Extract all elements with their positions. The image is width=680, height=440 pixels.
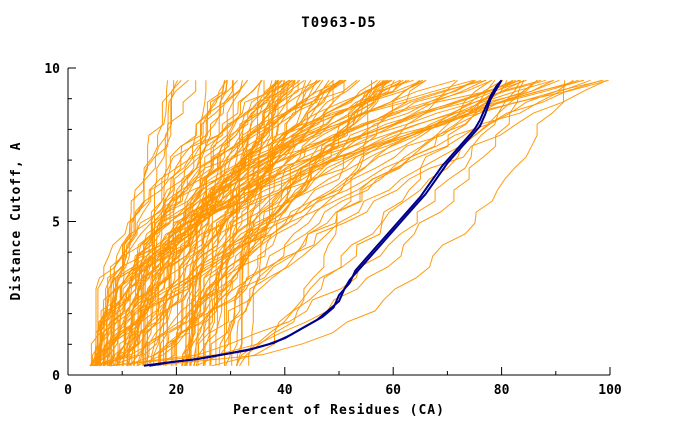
axes (67, 67, 611, 376)
model-line (172, 79, 347, 366)
model-line (108, 79, 516, 367)
x-tick-label: 60 (385, 383, 401, 398)
x-axis-label: Percent of Residues (CA) (233, 403, 445, 418)
model-line (235, 79, 496, 367)
tick-labels: 0 20 40 60 80 100 0 5 10 (44, 62, 622, 398)
model-line (109, 80, 522, 367)
model-line (180, 79, 427, 366)
model-line (99, 79, 423, 366)
model-line (97, 79, 609, 366)
model-line (127, 80, 233, 366)
model-line (225, 80, 324, 366)
model-line (235, 80, 262, 366)
highlighted-model-lines (143, 79, 503, 367)
model-line (231, 79, 458, 366)
model-line (113, 80, 225, 367)
model-line (98, 79, 482, 366)
y-axis-label: Distance Cutoff, A (9, 142, 24, 301)
model-line (158, 79, 607, 366)
model-line (209, 80, 273, 366)
model-line (111, 79, 423, 367)
x-tick-label: 40 (277, 383, 293, 398)
model-line (239, 79, 538, 367)
x-tick-label: 0 (64, 383, 72, 398)
y-tick-label: 0 (52, 369, 60, 384)
model-line (109, 80, 525, 367)
model-line (123, 79, 249, 366)
model-line (144, 80, 330, 366)
model-line (174, 80, 243, 366)
model-line (102, 79, 554, 366)
model-line (91, 79, 476, 367)
model-line (195, 79, 574, 366)
model-line (190, 79, 346, 366)
model-line (107, 79, 283, 366)
model-line (110, 79, 341, 366)
x-tick-label: 20 (169, 383, 185, 398)
model-line (109, 79, 427, 366)
x-tick-label: 80 (494, 383, 510, 398)
model-line (203, 79, 305, 366)
model-line (99, 80, 372, 367)
chart-title: T0963-D5 (301, 15, 376, 31)
x-tick-label: 100 (598, 383, 622, 398)
highlighted-model-line (149, 79, 503, 367)
model-line (150, 80, 566, 367)
model-line (160, 80, 228, 366)
model-ensemble-lines (89, 79, 609, 367)
model-line (90, 80, 168, 366)
model-line (125, 79, 492, 367)
model-line (127, 79, 393, 366)
model-line (204, 80, 395, 366)
model-line (103, 79, 280, 367)
model-line (122, 79, 238, 366)
model-line (203, 80, 402, 366)
y-tick-label: 10 (44, 62, 60, 77)
model-line (119, 79, 519, 366)
model-line (210, 80, 508, 366)
model-line (185, 80, 299, 366)
y-tick-label: 5 (52, 216, 60, 231)
